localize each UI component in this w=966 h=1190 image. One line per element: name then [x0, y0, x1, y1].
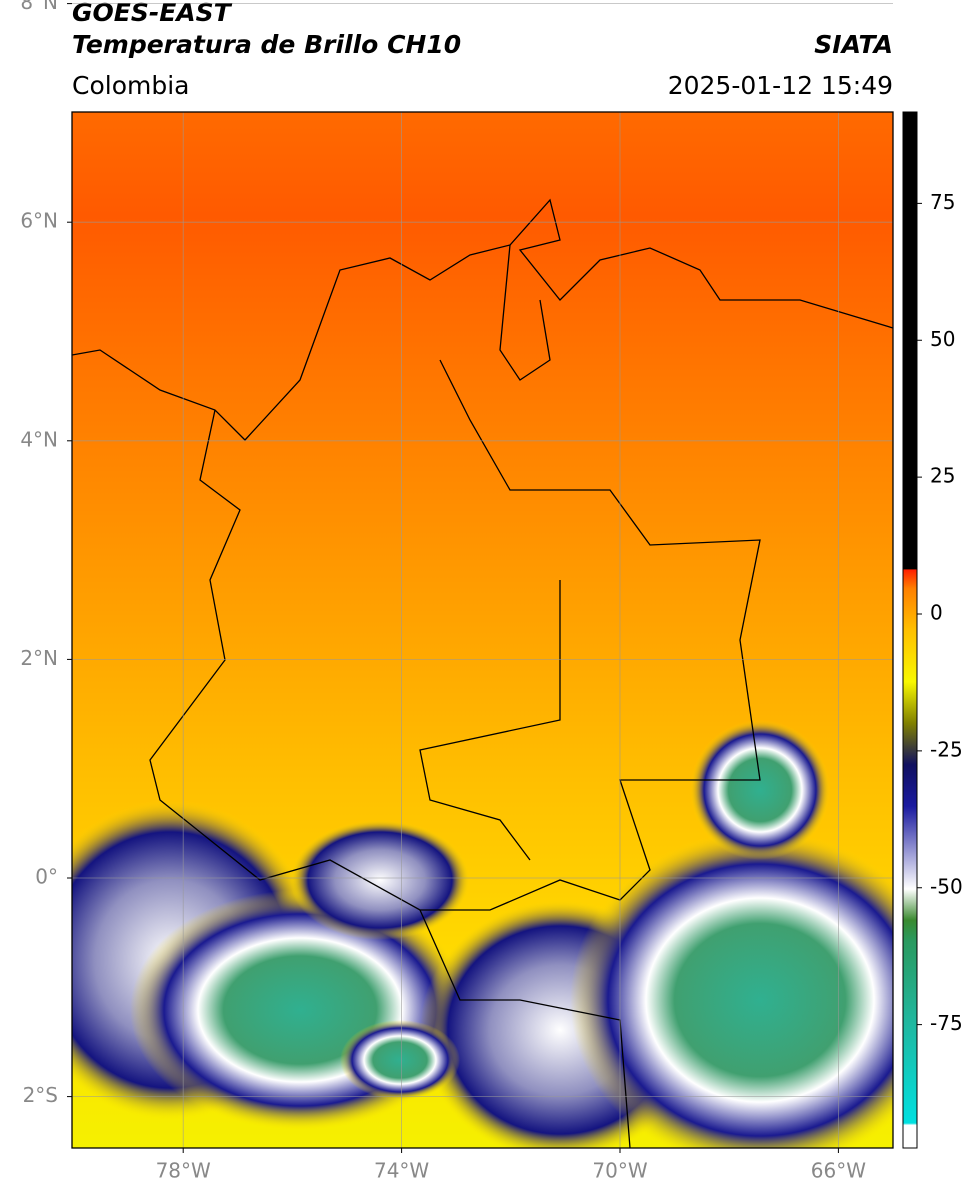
- map-frame: [71, 111, 894, 1149]
- cloud: [290, 820, 470, 940]
- lat-tick-label: 0°: [35, 865, 58, 889]
- cloud: [340, 1020, 460, 1100]
- lon-tick-label: 66°W: [811, 1159, 866, 1183]
- cloud: [690, 720, 830, 860]
- lat-tick-label: 4°N: [20, 427, 58, 451]
- border: [419, 580, 561, 861]
- border: [419, 909, 631, 1148]
- colorbar-tick-label: -50: [930, 874, 963, 898]
- colorbar-tick-label: 25: [930, 464, 955, 488]
- product-title: Temperatura de Brillo CH10: [72, 30, 461, 59]
- colorbar-tick-label: 0: [930, 601, 943, 625]
- lon-tick-label: 78°W: [156, 1159, 211, 1183]
- region-label: Colombia: [72, 71, 189, 100]
- coastline: [499, 244, 551, 381]
- colorbar: [902, 111, 918, 1149]
- satellite-image: [72, 112, 893, 1148]
- source-label: SIATA: [814, 30, 893, 59]
- lon-tick-label: 74°W: [374, 1159, 429, 1183]
- border: [149, 359, 761, 911]
- cloud: [570, 830, 893, 1148]
- lat-tick-label: 6°N: [20, 209, 58, 233]
- colorbar-tick-label: 50: [930, 327, 955, 351]
- lat-tick-label: 2°N: [20, 646, 58, 670]
- graticule: [67, 3, 893, 1153]
- satellite-title: GOES-EAST: [72, 0, 233, 27]
- colorbar-tick-label: 75: [930, 190, 955, 214]
- datetime-label: 2025-01-12 15:49: [668, 71, 893, 100]
- tick-labels: 12°N10°N8°N6°N4°N2°N0°2°S78°W74°W70°W66°…: [20, 0, 963, 1183]
- lat-tick-label: 8°N: [20, 0, 58, 14]
- colorbar-tick-label: -75: [930, 1011, 963, 1035]
- colorbar-tick-label: -25: [930, 737, 963, 761]
- lon-tick-label: 70°W: [592, 1159, 647, 1183]
- lat-tick-label: 2°S: [23, 1083, 58, 1107]
